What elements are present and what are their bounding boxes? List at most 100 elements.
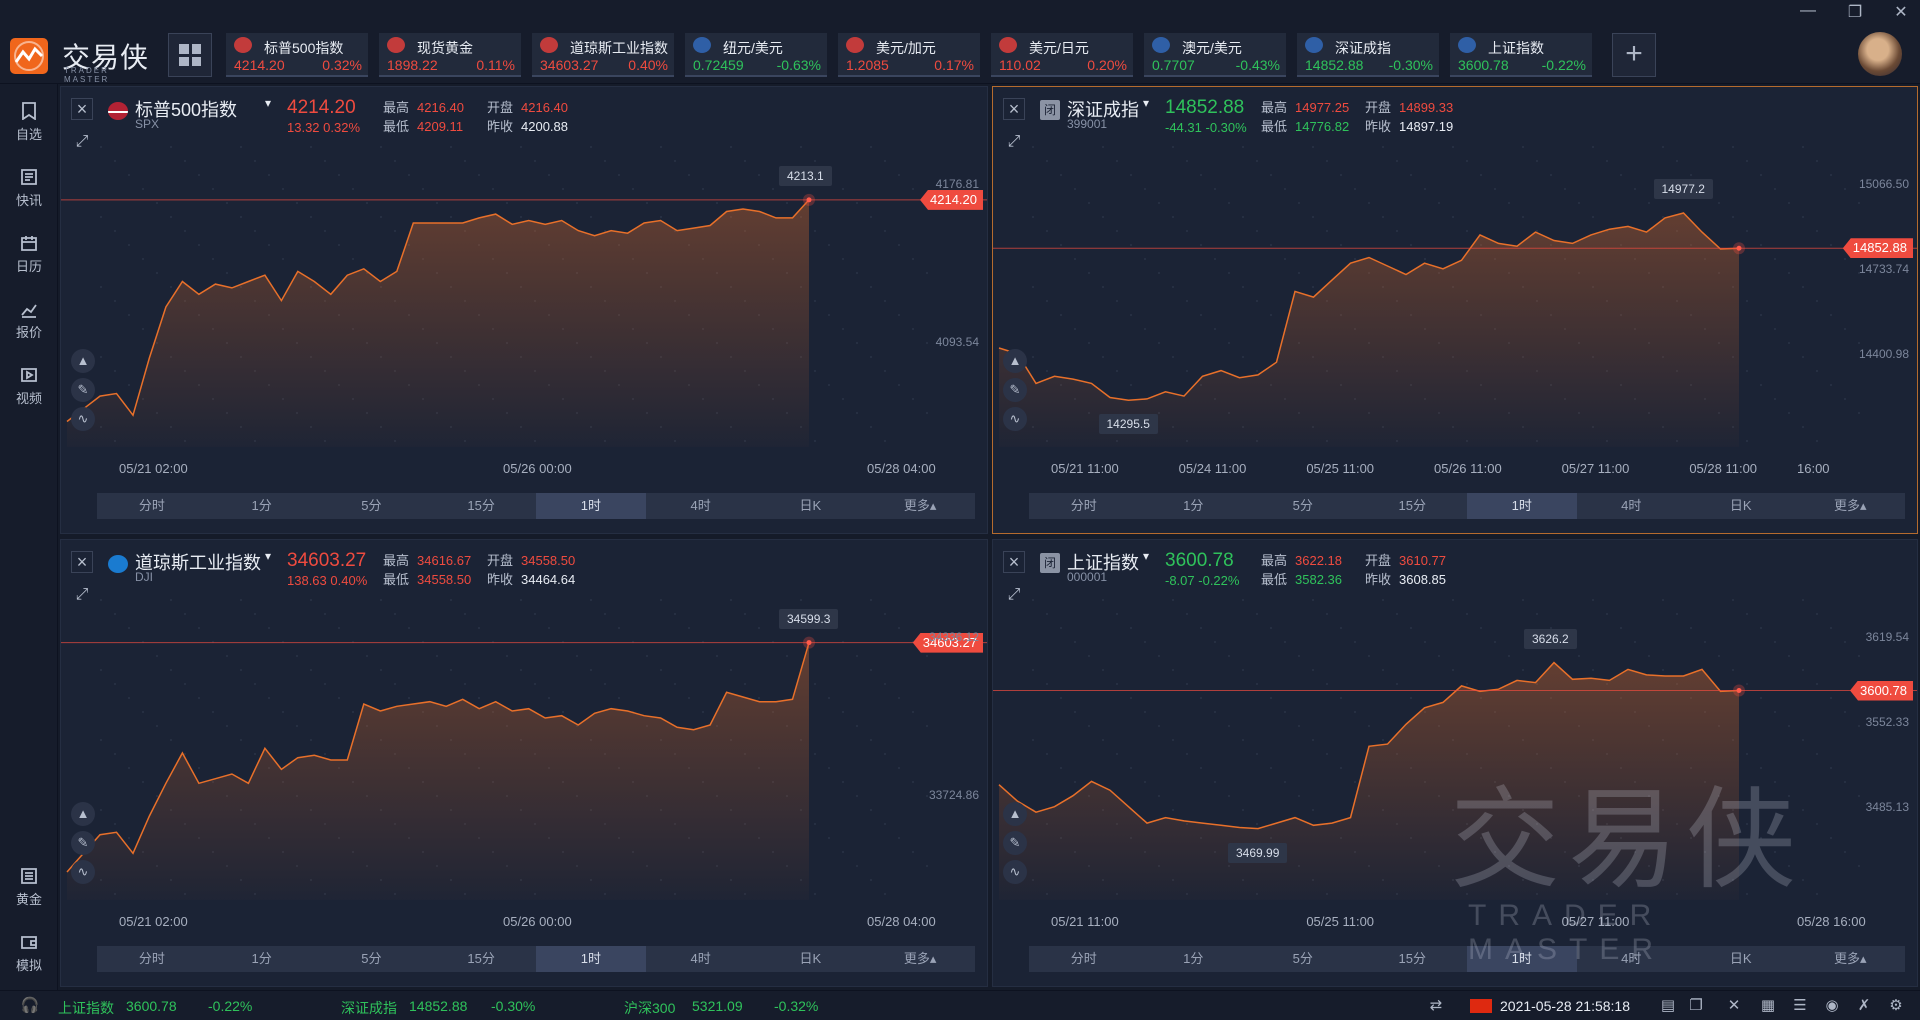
ticker-card[interactable]: 深证成指 14852.88 -0.30% (1297, 33, 1439, 77)
status-ticker-name[interactable]: 沪深300 (624, 1000, 676, 1016)
close-icon[interactable]: ✕ (1894, 4, 1908, 21)
tab-timeframe[interactable]: 更多▴ (1833, 951, 1867, 966)
expand-icon[interactable]: ⤢ (75, 133, 89, 150)
tab-timeframe[interactable]: 4时 (1621, 498, 1642, 513)
ticker-card[interactable]: 美元/日元 110.02 0.20% (991, 33, 1133, 77)
user-avatar[interactable] (1858, 32, 1902, 76)
price-chart[interactable] (993, 87, 1918, 534)
sidebar-item[interactable]: 自选 (0, 94, 58, 154)
tab-timeframe[interactable]: 1分 (1183, 498, 1204, 513)
price-chart[interactable] (993, 540, 1918, 987)
close-panel-icon[interactable]: × (71, 551, 93, 573)
tab-timeframe[interactable]: 5分 (1292, 951, 1313, 966)
mountain-icon[interactable]: ▲ (71, 349, 95, 373)
tab-timeframe[interactable]: 4时 (690, 498, 711, 513)
chart-panel[interactable]: × ⤢ 道琼斯工业指数 ▾ DJI 34603.27 138.63 0.40% 最高 34616… (60, 539, 988, 987)
sidebar-item[interactable]: 黄金 (0, 859, 58, 919)
mountain-icon[interactable]: ▲ (1003, 802, 1027, 826)
mute-icon[interactable]: ✗ (1857, 997, 1871, 1014)
ticker-card[interactable]: 美元/加元 1.2085 0.17% (838, 33, 980, 77)
tab-timeframe[interactable]: 1分 (251, 498, 272, 513)
tab-timeframe[interactable]: 日K (799, 951, 822, 966)
expand-icon[interactable]: ⤢ (1007, 133, 1021, 150)
indicator-icon[interactable]: ∿ (71, 407, 95, 431)
tab-timeframe[interactable]: 1时 (1467, 946, 1577, 972)
tools-icon[interactable]: ✕ (1727, 997, 1741, 1014)
ticker-card[interactable]: 道琼斯工业指数 34603.27 0.40% (532, 33, 674, 77)
tab-timeframe[interactable]: 1时 (536, 493, 646, 519)
tab-timeframe[interactable]: 5分 (1292, 498, 1313, 513)
sidebar-item[interactable]: 报价 (0, 292, 58, 352)
tab-timeframe[interactable]: 15分 (467, 951, 495, 966)
tab-timeframe[interactable]: 更多▴ (903, 498, 937, 513)
signal-icon[interactable]: ⇄ (1429, 997, 1443, 1014)
settings-icon[interactable]: ⚙ (1889, 997, 1903, 1014)
tab-timeframe[interactable]: 1分 (1183, 951, 1204, 966)
sidebar-item[interactable]: 快讯 (0, 160, 58, 220)
tab-timeframe[interactable]: 日K (1729, 498, 1752, 513)
sidebar-item[interactable]: 模拟 (0, 925, 58, 985)
tab-timeframe[interactable]: 分时 (138, 951, 165, 966)
pen-icon[interactable]: ✎ (71, 831, 95, 855)
tab-timeframe[interactable]: 5分 (361, 951, 382, 966)
tab-timeframe[interactable]: 更多▴ (1833, 498, 1867, 513)
tab-timeframe[interactable]: 分时 (1070, 498, 1097, 513)
sidebar-item[interactable]: 视频 (0, 358, 58, 418)
chart-panel[interactable]: × ⤢ 闭上证指数 ▾ 000001 3600.78 -8.07 -0.22% 最高 3622.… (992, 539, 1918, 987)
ticker-card[interactable]: 澳元/美元 0.7707 -0.43% (1144, 33, 1286, 77)
pen-icon[interactable]: ✎ (71, 378, 95, 402)
chevron-down-icon[interactable]: ▾ (1143, 549, 1150, 563)
tab-timeframe[interactable]: 更多▴ (903, 951, 937, 966)
tab-timeframe[interactable]: 1分 (251, 951, 272, 966)
tab-timeframe[interactable]: 1时 (536, 946, 646, 972)
status-ticker-name[interactable]: 上证指数 (58, 1000, 114, 1016)
price-chart[interactable] (61, 87, 988, 534)
chevron-down-icon[interactable]: ▾ (265, 96, 272, 110)
price-chart[interactable] (61, 540, 988, 987)
close-panel-icon[interactable]: × (71, 98, 93, 120)
tab-timeframe[interactable]: 15分 (1398, 951, 1426, 966)
window-icon[interactable]: ❐ (1689, 997, 1703, 1014)
mountain-icon[interactable]: ▲ (1003, 349, 1027, 373)
chevron-down-icon[interactable]: ▾ (1143, 96, 1150, 110)
restore-icon[interactable]: ❐ (1847, 4, 1863, 21)
tab-timeframe[interactable]: 日K (1729, 951, 1752, 966)
indicator-icon[interactable]: ∿ (71, 860, 95, 884)
pen-icon[interactable]: ✎ (1003, 378, 1027, 402)
chart-panel[interactable]: × ⤢ 标普500指数 ▾ SPX 4214.20 13.32 0.32% 最高 4216.40… (60, 86, 988, 534)
tab-timeframe[interactable]: 分时 (1070, 951, 1097, 966)
minimize-icon[interactable]: — (1800, 2, 1816, 19)
tab-timeframe[interactable]: 15分 (1398, 498, 1426, 513)
tab-timeframe[interactable]: 分时 (138, 498, 165, 513)
notification-icon[interactable]: ▤ (1660, 997, 1676, 1014)
tab-timeframe[interactable]: 15分 (467, 498, 495, 513)
indicator-icon[interactable]: ∿ (1003, 860, 1027, 884)
tab-timeframe[interactable]: 4时 (690, 951, 711, 966)
layout-grid-button[interactable] (168, 33, 212, 77)
ticker-card[interactable]: 标普500指数 4214.20 0.32% (226, 33, 368, 77)
tab-timeframe[interactable]: 日K (799, 498, 822, 513)
expand-icon[interactable]: ⤢ (1007, 586, 1021, 603)
indicator-icon[interactable]: ∿ (1003, 407, 1027, 431)
ticker-card[interactable]: 纽元/美元 0.72459 -0.63% (685, 33, 827, 77)
close-panel-icon[interactable]: × (1003, 551, 1025, 573)
pen-icon[interactable]: ✎ (1003, 831, 1027, 855)
status-ticker-name[interactable]: 深证成指 (341, 1000, 397, 1016)
layout-icon[interactable]: ▦ (1760, 997, 1776, 1014)
headset-icon[interactable]: 🎧 (20, 997, 40, 1014)
map-dot (1816, 893, 1818, 895)
mountain-icon[interactable]: ▲ (71, 802, 95, 826)
expand-icon[interactable]: ⤢ (75, 586, 89, 603)
tab-timeframe[interactable]: 5分 (361, 498, 382, 513)
chevron-down-icon[interactable]: ▾ (265, 549, 272, 563)
chart-panel[interactable]: × ⤢ 闭深证成指 ▾ 399001 14852.88 -44.31 -0.30% 最高 149… (992, 86, 1918, 534)
camera-icon[interactable]: ◉ (1825, 997, 1839, 1014)
ticker-card[interactable]: 上证指数 3600.78 -0.22% (1450, 33, 1592, 77)
tab-timeframe[interactable]: 1时 (1467, 493, 1577, 519)
tab-timeframe[interactable]: 4时 (1621, 951, 1642, 966)
list-icon[interactable]: ☰ (1793, 997, 1807, 1014)
sidebar-item[interactable]: 日历 (0, 226, 58, 286)
close-panel-icon[interactable]: × (1003, 98, 1025, 120)
add-ticker-button[interactable]: + (1612, 33, 1656, 77)
ticker-card[interactable]: 现货黄金 1898.22 0.11% (379, 33, 521, 77)
